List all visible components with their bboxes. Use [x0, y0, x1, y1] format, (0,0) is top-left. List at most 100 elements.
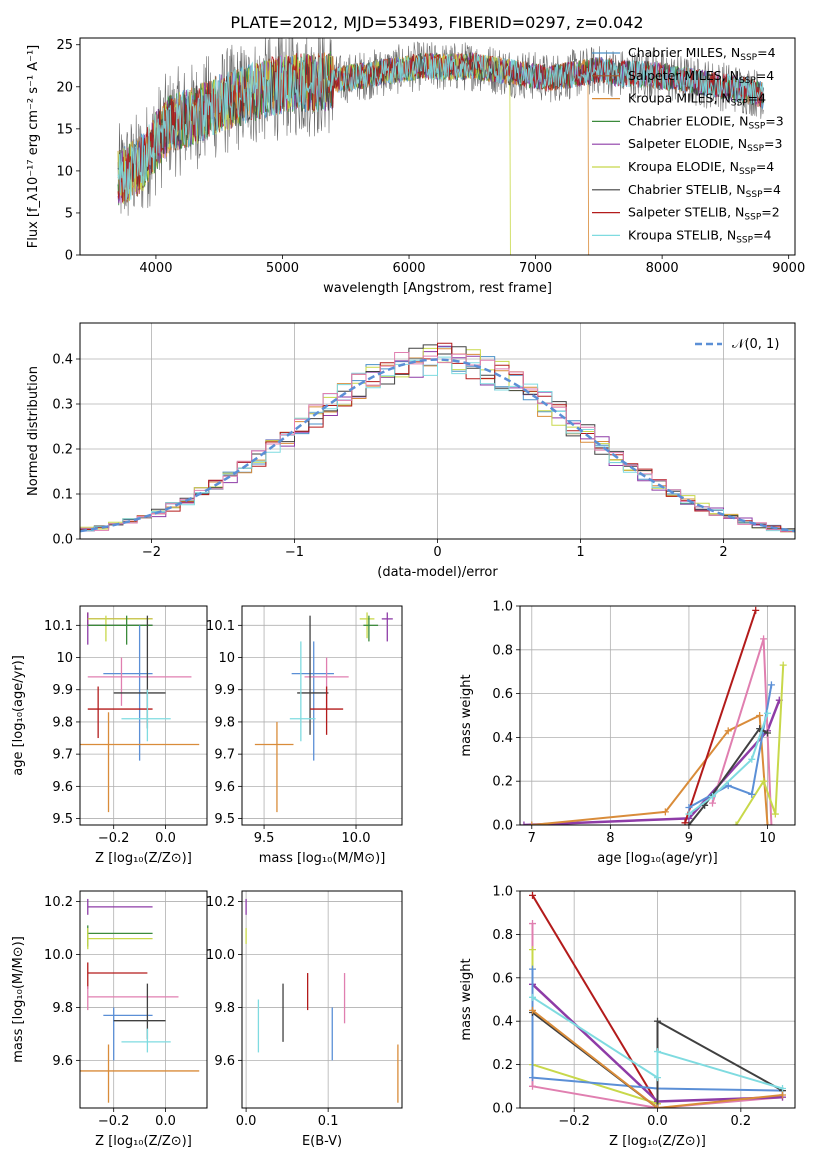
x-tick-label: 0	[433, 545, 441, 560]
mw_vs_age-panel: 7 8 9 10 0.0 0.2 0.4 0.6 0.8 1.0 age [log₁₀(age/yr…	[459, 600, 796, 866]
point-marker	[724, 782, 732, 790]
y-tick-label: 15	[56, 122, 73, 137]
x-tick-label: 0.1	[318, 1114, 339, 1129]
y-tick-label: 0	[65, 249, 73, 264]
y-tick-label: 25	[56, 38, 73, 53]
mass-weight-series	[685, 681, 775, 811]
point-marker	[654, 1104, 661, 1108]
data-point	[297, 615, 329, 735]
point-marker	[529, 1006, 536, 1014]
y-tick-label: 10.1	[206, 619, 235, 634]
x-axis-label: wavelength [Angstrom, rest frame]	[323, 281, 552, 296]
point-marker	[756, 712, 764, 719]
y-tick-label: 10.2	[44, 895, 73, 910]
mass-weight-series	[529, 993, 786, 1092]
x-tick-label: 2	[719, 545, 727, 560]
y-tick-label: 0.4	[492, 731, 513, 746]
data-point	[87, 898, 153, 915]
y-tick-label: 9.5	[214, 812, 235, 827]
x-tick-label: 7000	[519, 261, 552, 276]
point-marker	[709, 793, 716, 801]
y-tick-label: 10.0	[206, 948, 235, 963]
series-line	[531, 894, 659, 1105]
series-line	[735, 665, 785, 825]
x-axis-label: mass [log₁₀(M/M⊙)]	[259, 851, 386, 866]
x-axis-label: E(B-V)	[302, 1134, 342, 1149]
figure-title: PLATE=2012, MJD=53493, FIBERID=0297, z=0…	[230, 13, 643, 32]
series-line	[531, 1009, 783, 1108]
data-point	[113, 983, 166, 1040]
data-point	[87, 928, 153, 950]
axes-frame	[79, 37, 796, 256]
data-point	[87, 612, 153, 645]
data-point	[80, 712, 200, 813]
y-tick-label: 10	[218, 651, 235, 666]
mw_vs_z-panel: −0.2 0.0 0.2 0.0 0.2 0.4 0.6 0.8 1.0 Z [log₁₀(Z/Z…	[459, 885, 796, 1149]
series-line	[684, 610, 757, 824]
data-point	[121, 1028, 171, 1053]
point-marker	[764, 709, 771, 717]
data-point	[80, 1044, 200, 1103]
series-line	[531, 996, 783, 1090]
point-marker	[685, 821, 693, 825]
x-tick-label: 0.0	[647, 1114, 668, 1129]
x-tick-label: 0.2	[730, 1114, 751, 1129]
y-tick-label: 0.3	[52, 398, 73, 413]
point-marker	[748, 755, 756, 763]
point-marker	[760, 635, 768, 643]
series-line	[688, 712, 769, 815]
mass-weight-series	[709, 635, 775, 825]
data-point	[103, 1007, 153, 1061]
y-tick-label: 9.6	[214, 1054, 235, 1069]
x-tick-label: 8	[606, 831, 614, 846]
mass_vs_z-plot-area	[80, 898, 200, 1103]
mw_vs_age-plot-area	[520, 606, 787, 825]
y-axis-label: mass weight	[459, 958, 474, 1040]
y-tick-label: 9.6	[214, 780, 235, 795]
y-tick-label: 0.2	[492, 1058, 513, 1073]
data-point	[381, 612, 393, 642]
data-point	[310, 686, 344, 735]
legend-label: Salpeter MILES, NSSP=4	[628, 68, 774, 86]
data-point	[254, 721, 294, 813]
y-tick-label: 9.8	[52, 715, 73, 730]
data-point	[87, 615, 153, 645]
mass-weight-series	[520, 696, 783, 825]
data-point	[87, 925, 153, 947]
age_vs_mass-panel: 9.5 10.0 9.5 9.6 9.7 9.8 9.9 10 10.1 mass [log₁₀(…	[206, 605, 403, 866]
x-tick-label: 9000	[772, 261, 805, 276]
point-marker	[767, 821, 775, 825]
x-tick-label: −0.2	[98, 831, 130, 846]
mass_vs_ebv-panel: 0.0 0.1 9.6 9.8 10.0 10.2 E(B-V)	[206, 890, 403, 1149]
x-axis-label: age [log₁₀(age/yr)]	[597, 851, 718, 866]
y-tick-label: 10.0	[44, 948, 73, 963]
y-tick-label: 9.5	[52, 812, 73, 827]
point-marker	[779, 1084, 786, 1092]
y-tick-label: 9.8	[214, 1001, 235, 1016]
x-axis-label: Z [log₁₀(Z/Z⊙)]	[95, 1134, 192, 1149]
y-tick-label: 0.1	[52, 488, 73, 503]
histogram-series	[80, 342, 795, 532]
y-tick-label: 9.8	[52, 1001, 73, 1016]
data-point	[289, 641, 316, 742]
y-tick-label: 9.6	[52, 1054, 73, 1069]
mass-weight-series	[681, 606, 760, 825]
axes-frame	[79, 890, 208, 1109]
point-marker	[709, 799, 716, 807]
y-tick-label: 0.4	[52, 353, 73, 368]
y-axis-label: Normed distribution	[26, 366, 41, 496]
x-tick-label: 9	[685, 831, 693, 846]
x-tick-label: 7	[528, 831, 536, 846]
y-tick-label: 1.0	[492, 600, 513, 615]
legend-label: 𝒩(0, 1)	[732, 337, 779, 352]
mass-weight-series	[732, 661, 787, 825]
x-tick-label: 10.0	[342, 831, 371, 846]
x-tick-label: 0.0	[155, 831, 176, 846]
data-point	[87, 686, 153, 739]
data-point	[87, 962, 148, 989]
x-tick-label: 0.0	[155, 1114, 176, 1129]
y-tick-label: 0.0	[492, 1102, 513, 1117]
point-marker	[732, 821, 740, 825]
mass-weight-series	[528, 712, 771, 825]
age_vs_mass-plot-area	[254, 612, 393, 813]
